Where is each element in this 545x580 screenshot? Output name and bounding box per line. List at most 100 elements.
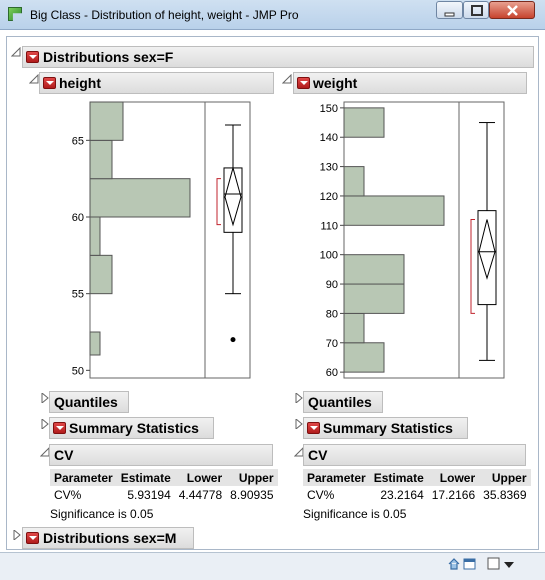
histogram-bar: [343, 107, 385, 138]
axis-tick-label: 80: [326, 308, 338, 320]
outline-title: Quantiles: [308, 394, 372, 410]
disclosure-closed-icon[interactable]: [40, 419, 50, 429]
boxplot-frame: [204, 101, 251, 379]
outline-height[interactable]: height: [39, 72, 274, 94]
red-triangle-menu-icon[interactable]: [26, 51, 39, 63]
disclosure-closed-icon[interactable]: [294, 419, 304, 429]
outline-title: Quantiles: [54, 394, 118, 410]
axis-tick-label: 60: [326, 367, 338, 379]
outline-weight-quantiles[interactable]: Quantiles: [303, 391, 383, 413]
disclosure-closed-icon[interactable]: [294, 393, 304, 403]
outline-title: CV: [54, 447, 74, 463]
disclosure-open-icon[interactable]: [29, 74, 39, 84]
boxplot-box: [223, 167, 243, 233]
table-cell: 4.44778: [178, 487, 223, 502]
table-cell: 8.90935: [230, 487, 274, 502]
maximize-button[interactable]: [463, 1, 489, 19]
outline-title: weight: [313, 75, 358, 91]
disclosure-open-icon[interactable]: [282, 74, 292, 84]
column-header: Upper: [479, 469, 531, 486]
square-icon[interactable]: [487, 557, 501, 571]
histogram-bar: [343, 342, 385, 373]
axis-tick-label: 65: [72, 135, 84, 147]
column-header: Lower: [427, 469, 480, 486]
close-button[interactable]: [489, 1, 535, 19]
outline-title: Distributions sex=M: [43, 530, 177, 546]
outline-height-cv[interactable]: CV: [49, 444, 273, 466]
shortest-half-bracket: [216, 178, 221, 226]
height-cv-table: Parameter Estimate Lower Upper CV% 5.931…: [50, 469, 278, 503]
outline-distributions-m[interactable]: Distributions sex=M: [22, 527, 194, 549]
axis-tick-label: 150: [320, 103, 338, 115]
histogram-bar: [89, 101, 124, 141]
disclosure-closed-icon[interactable]: [12, 530, 22, 540]
mean-confidence-diamond: [224, 166, 242, 227]
mean-confidence-diamond: [478, 219, 496, 280]
table-cell: CV%: [54, 487, 82, 502]
outline-height-quantiles[interactable]: Quantiles: [49, 391, 129, 413]
outline-height-summary-statistics[interactable]: Summary Statistics: [49, 417, 214, 439]
close-icon: [507, 5, 518, 16]
red-triangle-menu-icon[interactable]: [43, 77, 56, 89]
weight-significance-note: Significance is 0.05: [303, 507, 407, 521]
outline-weight-cv[interactable]: CV: [303, 444, 526, 466]
table-header-row: Parameter Estimate Lower Upper: [303, 469, 531, 486]
histogram-bar: [89, 216, 101, 256]
home-icon[interactable]: [447, 557, 461, 571]
axis-tick-label: 120: [320, 191, 338, 203]
column-header: Estimate: [116, 469, 175, 486]
maximize-icon: [471, 5, 483, 16]
window-title: Big Class - Distribution of height, weig…: [30, 8, 299, 22]
boxplot-box: [477, 210, 497, 306]
table-cell: 35.8369: [483, 487, 527, 502]
outline-weight[interactable]: weight: [293, 72, 527, 94]
histogram-bar: [343, 166, 365, 197]
outline-title: Distributions sex=F: [43, 49, 174, 65]
table-row: CV% 5.93194 4.44778 8.90935: [50, 486, 278, 503]
outline-title: CV: [308, 447, 328, 463]
outline-title: height: [59, 75, 101, 91]
minimize-button[interactable]: [436, 1, 463, 19]
column-header: Lower: [174, 469, 227, 486]
histogram-bar: [89, 139, 113, 180]
column-header: Estimate: [369, 469, 428, 486]
histogram-bar: [89, 331, 101, 356]
histogram-bar: [343, 283, 405, 314]
table-cell: 17.2166: [431, 487, 476, 502]
axis-tick-label: 90: [326, 279, 338, 291]
axis-tick-label: 55: [72, 289, 84, 301]
weight-cv-table: Parameter Estimate Lower Upper CV% 23.21…: [303, 469, 531, 503]
outlier-point: [230, 337, 236, 343]
dropdown-arrow-icon[interactable]: [503, 557, 515, 571]
weight-distribution-plot: 150 140 130 120 110 100 90 80 70 60: [320, 101, 505, 379]
table-header-row: Parameter Estimate Lower Upper: [50, 469, 278, 486]
shortest-half-bracket: [470, 218, 475, 314]
column-header: Upper: [226, 469, 278, 486]
axis-tick-label: 60: [72, 212, 84, 224]
outline-weight-summary-statistics[interactable]: Summary Statistics: [303, 417, 468, 439]
table-cell: 23.2164: [380, 487, 424, 502]
outline-title: Summary Statistics: [69, 420, 199, 436]
minimize-icon: [444, 12, 455, 17]
axis-tick-label: 50: [72, 365, 84, 377]
red-triangle-menu-icon[interactable]: [26, 532, 39, 544]
height-distribution-plot: 65 60 55 50: [72, 101, 251, 379]
status-bar: [0, 552, 545, 580]
histogram-bar: [343, 195, 445, 226]
axis-tick-label: 70: [326, 338, 338, 350]
disclosure-closed-icon[interactable]: [40, 393, 50, 403]
height-significance-note: Significance is 0.05: [50, 507, 154, 521]
window-layout-icon[interactable]: [463, 557, 477, 571]
outline-distributions-f[interactable]: Distributions sex=F: [22, 46, 534, 68]
red-triangle-menu-icon[interactable]: [307, 422, 320, 434]
outline-title: Summary Statistics: [323, 420, 453, 436]
red-triangle-menu-icon[interactable]: [297, 77, 310, 89]
column-header: Parameter: [303, 469, 370, 486]
jmp-app-icon: [8, 7, 22, 21]
red-triangle-menu-icon[interactable]: [53, 422, 66, 434]
histogram-bar: [89, 178, 191, 218]
axis-tick-label: 100: [320, 250, 338, 262]
window-title-bar: Big Class - Distribution of height, weig…: [0, 0, 545, 30]
histogram-bar: [343, 312, 365, 344]
disclosure-open-icon[interactable]: [11, 47, 21, 57]
